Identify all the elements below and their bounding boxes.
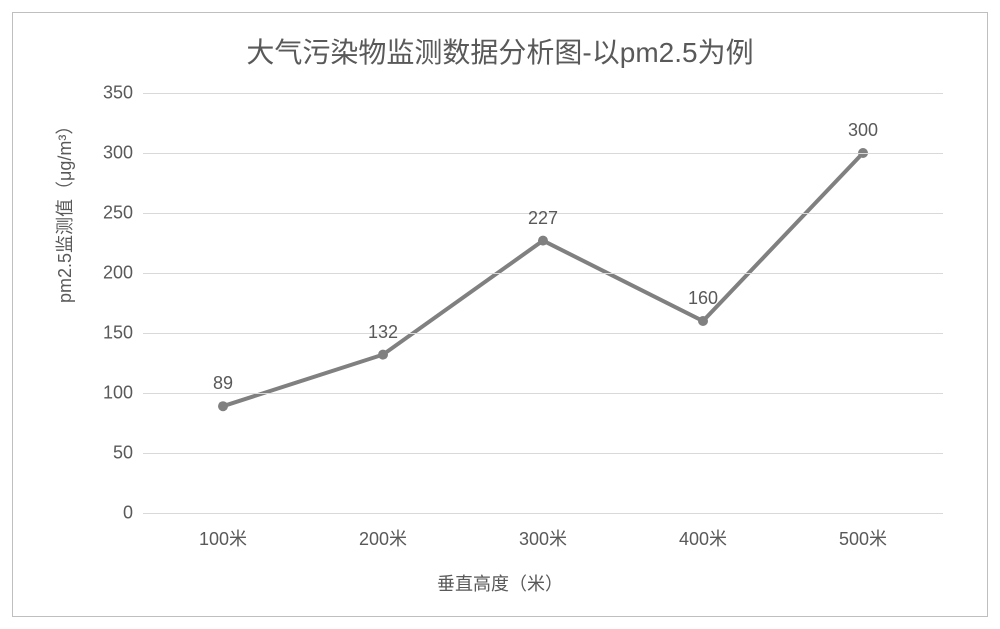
y-tick-label: 250 xyxy=(73,203,133,224)
plot-area: 050100150200250300350100米200米300米400米500… xyxy=(143,93,943,513)
x-tick-label: 500米 xyxy=(839,525,887,551)
x-tick-label: 300米 xyxy=(519,525,567,551)
data-marker xyxy=(218,401,228,411)
data-marker xyxy=(378,350,388,360)
y-tick-label: 200 xyxy=(73,263,133,284)
data-label: 132 xyxy=(368,322,398,343)
chart-container: 大气污染物监测数据分析图-以pm2.5为例 pm2.5监测值（μg/m³） 05… xyxy=(12,12,988,617)
data-label: 160 xyxy=(688,288,718,309)
x-tick-label: 100米 xyxy=(199,525,247,551)
y-tick-label: 300 xyxy=(73,143,133,164)
gridline xyxy=(143,513,943,514)
x-axis-title: 垂直高度（米） xyxy=(13,570,987,596)
data-label: 300 xyxy=(848,120,878,141)
gridline xyxy=(143,453,943,454)
gridline xyxy=(143,273,943,274)
y-tick-label: 150 xyxy=(73,323,133,344)
gridline xyxy=(143,93,943,94)
data-label: 89 xyxy=(213,373,233,394)
y-tick-label: 100 xyxy=(73,383,133,404)
line-chart-svg xyxy=(143,93,943,513)
y-tick-label: 50 xyxy=(73,443,133,464)
chart-title: 大气污染物监测数据分析图-以pm2.5为例 xyxy=(13,31,987,71)
data-markers xyxy=(218,148,868,411)
gridline xyxy=(143,153,943,154)
data-marker xyxy=(698,316,708,326)
x-tick-label: 400米 xyxy=(679,525,727,551)
data-marker xyxy=(538,236,548,246)
gridline xyxy=(143,333,943,334)
data-label: 227 xyxy=(528,208,558,229)
data-line xyxy=(223,153,863,406)
y-tick-label: 0 xyxy=(73,503,133,524)
gridline xyxy=(143,393,943,394)
x-tick-label: 200米 xyxy=(359,525,407,551)
y-tick-label: 350 xyxy=(73,83,133,104)
